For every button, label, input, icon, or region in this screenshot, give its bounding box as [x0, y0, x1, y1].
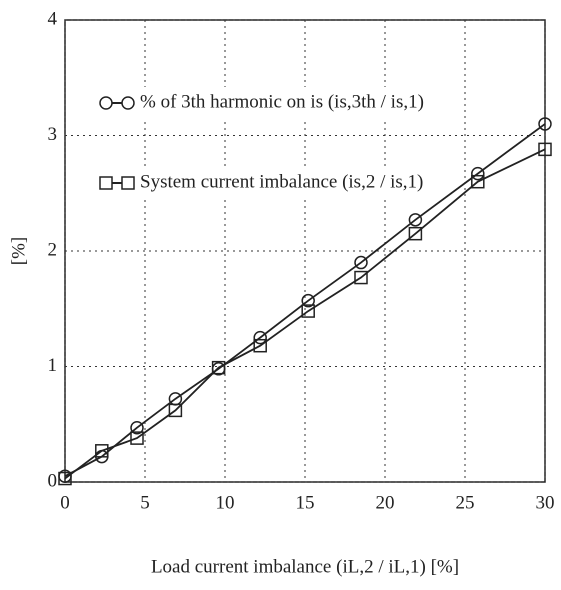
y-tick-label: 0 [48, 470, 58, 491]
marker [408, 226, 423, 241]
x-tick-label: 25 [456, 492, 475, 513]
legend-background [92, 167, 432, 199]
x-axis-label: Load current imbalance (iL,2 / iL,1) [%] [151, 556, 459, 577]
marker [301, 304, 315, 318]
series-line [64, 123, 546, 478]
marker [95, 444, 109, 458]
y-axis-label: [%] [8, 237, 29, 265]
marker [408, 213, 423, 227]
marker [130, 420, 144, 435]
x-tick-label: 15 [296, 492, 315, 513]
legend-label: System current imbalance (is,2 / is,1) [140, 171, 423, 192]
y-tick-label: 4 [48, 8, 58, 29]
marker [121, 96, 135, 110]
x-tick-label: 0 [60, 492, 70, 513]
x-tick-label: 10 [216, 492, 235, 513]
x-tick-label: 20 [376, 492, 395, 513]
y-tick-label: 1 [48, 355, 58, 376]
y-tick-label: 3 [48, 124, 58, 145]
marker [354, 270, 368, 285]
y-tick-label: 2 [48, 239, 58, 260]
marker [211, 360, 226, 375]
marker [354, 255, 368, 270]
marker [253, 338, 267, 353]
marker [471, 166, 485, 181]
marker [58, 471, 72, 486]
marker [121, 176, 135, 190]
marker [538, 142, 552, 157]
series-line [64, 148, 546, 480]
marker [301, 293, 315, 308]
legend-label: % of 3th harmonic on is (is,3th / is,1) [140, 91, 424, 112]
marker [168, 403, 183, 418]
x-tick-label: 5 [140, 492, 150, 513]
marker [538, 117, 552, 131]
marker [253, 330, 267, 345]
legend-background [92, 87, 432, 119]
marker [130, 431, 144, 445]
x-tick-label: 30 [536, 492, 555, 513]
marker [471, 174, 485, 189]
